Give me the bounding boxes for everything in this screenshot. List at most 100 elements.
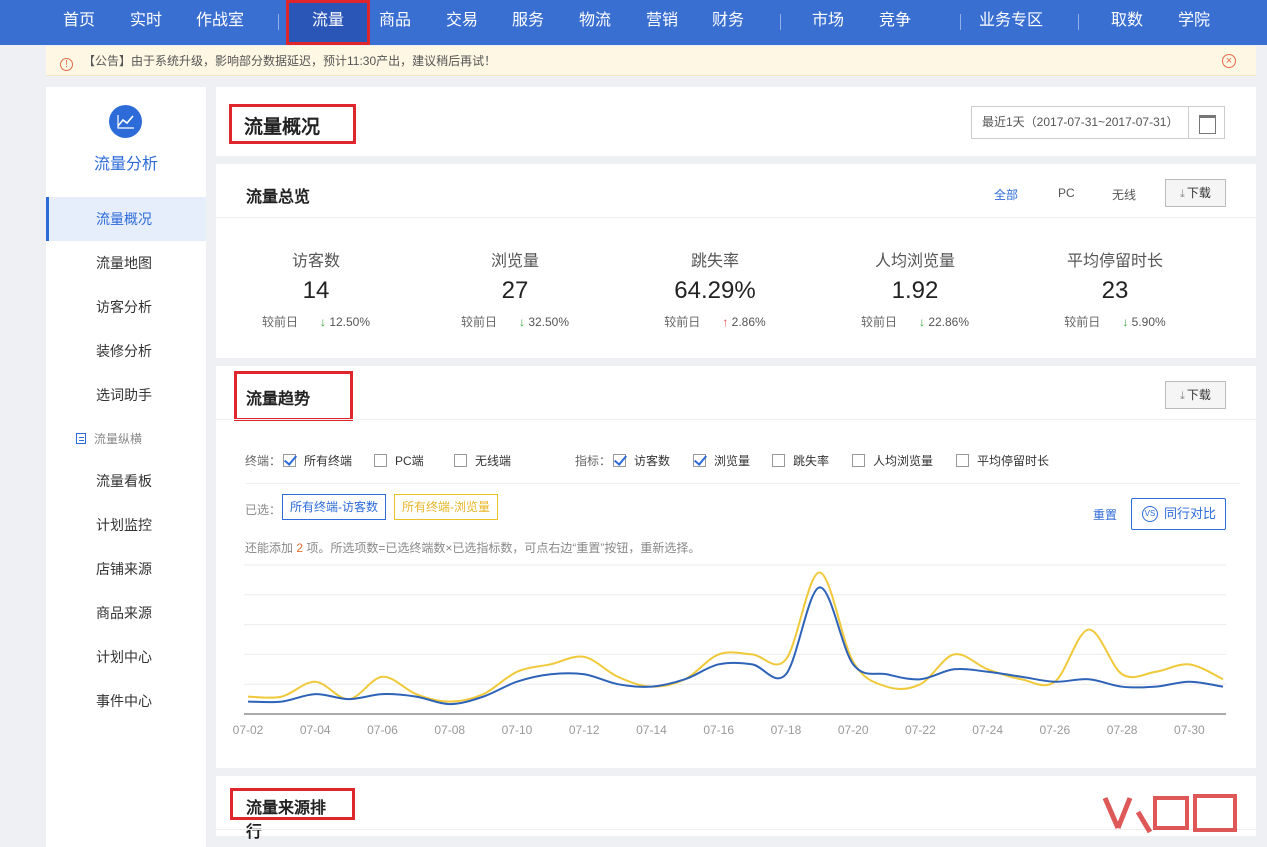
series-line-visitors <box>248 587 1223 704</box>
checkbox-label: 访客数 <box>634 454 670 468</box>
kpi-compare-label: 较前日 <box>461 315 497 329</box>
close-icon[interactable]: × <box>1222 54 1236 68</box>
sidebar-group-item-4[interactable]: 计划中心 <box>46 635 206 679</box>
kpi-change: 12.50% <box>329 315 370 329</box>
checkbox-label: 所有终端 <box>304 454 352 468</box>
sidebar-group-item-1[interactable]: 计划监控 <box>46 503 206 547</box>
download-label: 下载 <box>1187 388 1211 402</box>
checkbox-icon[interactable] <box>454 454 467 467</box>
checkbox-metrics-4[interactable]: 平均停留时长 <box>956 452 1049 469</box>
series-line-pageviews <box>248 572 1223 701</box>
checkbox-icon[interactable] <box>693 454 706 467</box>
watermark-fish-icon <box>1100 788 1250 836</box>
nav-item-8[interactable]: 营销 <box>646 0 678 45</box>
sidebar-item-3[interactable]: 装修分析 <box>46 329 206 373</box>
checkbox-metrics-3[interactable]: 人均浏览量 <box>852 452 933 469</box>
sidebar-item-4[interactable]: 选词助手 <box>46 373 206 417</box>
nav-item-3[interactable]: 流量 <box>286 0 370 45</box>
sidebar-item-0[interactable]: 流量概况 <box>46 197 206 241</box>
arrow-up-icon: ↑ <box>722 315 728 329</box>
arrow-down-icon: ↓ <box>519 315 525 329</box>
sidebar-title: 流量分析 <box>46 150 206 174</box>
checkbox-label: 人均浏览量 <box>873 454 933 468</box>
x-tick-label: 07-12 <box>569 723 600 737</box>
divider <box>216 419 1256 420</box>
nav-item-0[interactable]: 首页 <box>63 0 95 45</box>
calendar-icon[interactable] <box>1188 107 1224 138</box>
kpi-label: 人均浏览量 <box>815 247 1015 271</box>
checkbox-icon[interactable] <box>956 454 969 467</box>
checkbox-terminals-1[interactable]: PC端 <box>374 452 424 469</box>
nav-item-13[interactable]: 取数 <box>1111 0 1143 45</box>
kpi-compare: 较前日↓ 12.50% <box>216 313 416 330</box>
nav-item-10[interactable]: 市场 <box>812 0 844 45</box>
download-icon: ⤓ <box>1180 390 1185 402</box>
sidebar-group-item-0[interactable]: 流量看板 <box>46 459 206 503</box>
source-title: 流量来源排行 <box>230 788 355 820</box>
kpi-value: 23 <box>1015 277 1215 305</box>
kpi-card: 平均停留时长 23 较前日↓ 5.90% <box>1015 247 1215 330</box>
x-tick-label: 07-20 <box>838 723 869 737</box>
date-range-picker[interactable]: 最近1天（2017-07-31~2017-07-31） <box>971 106 1225 139</box>
sidebar-group-item-5[interactable]: 事件中心 <box>46 679 206 723</box>
nav-separator <box>1078 14 1079 30</box>
tab-wireless[interactable]: 无线 <box>1112 186 1136 203</box>
sidebar-item-1[interactable]: 流量地图 <box>46 241 206 285</box>
selected-tag-visitors[interactable]: 所有终端-访客数 <box>282 494 386 520</box>
nav-item-4[interactable]: 商品 <box>379 0 411 45</box>
nav-item-11[interactable]: 竞争 <box>879 0 911 45</box>
checkbox-icon[interactable] <box>613 454 626 467</box>
checkbox-metrics-2[interactable]: 跳失率 <box>772 452 829 469</box>
selected-tag-pageviews[interactable]: 所有终端-浏览量 <box>394 494 498 520</box>
checkbox-icon[interactable] <box>283 454 296 467</box>
nav-item-6[interactable]: 服务 <box>512 0 544 45</box>
sidebar: 流量分析 流量概况流量地图访客分析装修分析选词助手流量纵横流量看板计划监控店铺来… <box>46 87 206 847</box>
tab-all[interactable]: 全部 <box>994 186 1018 203</box>
checkbox-icon[interactable] <box>772 454 785 467</box>
kpi-change: 5.90% <box>1132 315 1166 329</box>
checkbox-metrics-1[interactable]: 浏览量 <box>693 452 750 469</box>
nav-item-9[interactable]: 财务 <box>712 0 744 45</box>
summary-download-button[interactable]: ⤓下载 <box>1165 179 1226 207</box>
nav-item-1[interactable]: 实时 <box>130 0 162 45</box>
x-tick-label: 07-16 <box>703 723 734 737</box>
checkbox-terminals-0[interactable]: 所有终端 <box>283 452 352 469</box>
nav-item-7[interactable]: 物流 <box>579 0 611 45</box>
arrow-down-icon: ↓ <box>919 315 925 329</box>
kpi-compare: 较前日↓ 5.90% <box>1015 313 1215 330</box>
divider <box>216 217 1256 218</box>
x-tick-label: 07-02 <box>233 723 264 737</box>
nav-separator <box>960 14 961 30</box>
download-label: 下载 <box>1187 186 1211 200</box>
arrow-down-icon: ↓ <box>1122 315 1128 329</box>
nav-separator <box>780 14 781 30</box>
divider <box>246 483 1240 484</box>
kpi-label: 平均停留时长 <box>1015 247 1215 271</box>
terminal-filter: 终端： <box>245 452 283 469</box>
checkbox-icon[interactable] <box>374 454 387 467</box>
kpi-compare-label: 较前日 <box>861 315 897 329</box>
nav-item-2[interactable]: 作战室 <box>196 0 244 45</box>
nav-item-5[interactable]: 交易 <box>446 0 478 45</box>
kpi-change: 32.50% <box>528 315 569 329</box>
sidebar-group-item-2[interactable]: 店铺来源 <box>46 547 206 591</box>
nav-item-14[interactable]: 学院 <box>1178 0 1210 45</box>
trend-download-button[interactable]: ⤓下载 <box>1165 381 1226 409</box>
sidebar-group-item-3[interactable]: 商品来源 <box>46 591 206 635</box>
checkbox-icon[interactable] <box>852 454 865 467</box>
checkbox-metrics-0[interactable]: 访客数 <box>613 452 670 469</box>
kpi-compare-label: 较前日 <box>664 315 700 329</box>
kpi-value: 27 <box>415 277 615 305</box>
checkbox-terminals-2[interactable]: 无线端 <box>454 452 511 469</box>
nav-item-12[interactable]: 业务专区 <box>979 0 1043 45</box>
tab-pc[interactable]: PC <box>1058 186 1075 200</box>
x-tick-label: 07-26 <box>1040 723 1071 737</box>
x-tick-label: 07-22 <box>905 723 936 737</box>
hint-text: 还能添加 2 项。所选项数=已选终端数×已选指标数，可点右边“重置”按钮，重新选… <box>245 539 700 556</box>
checkbox-label: PC端 <box>395 454 424 468</box>
trend-title: 流量趋势 <box>234 371 353 421</box>
sidebar-item-2[interactable]: 访客分析 <box>46 285 206 329</box>
reset-link[interactable]: 重置 <box>1093 506 1117 523</box>
